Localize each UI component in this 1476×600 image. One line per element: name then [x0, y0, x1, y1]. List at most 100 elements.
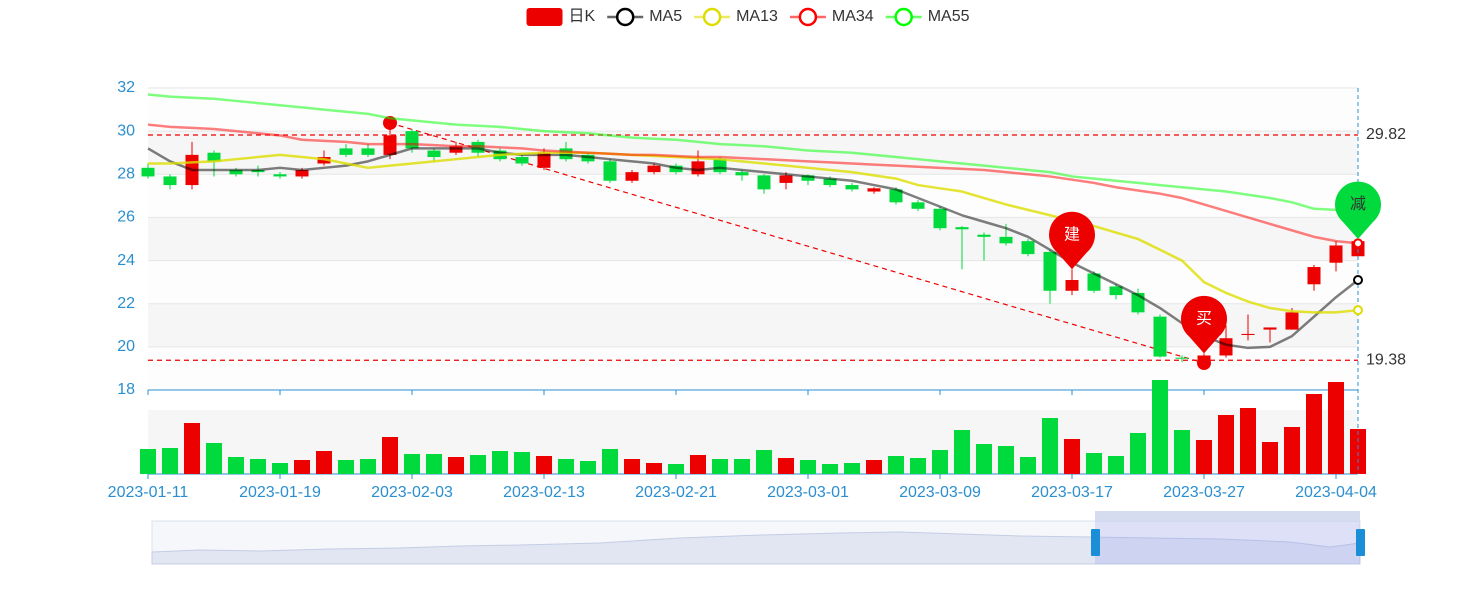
volume-bar — [250, 459, 266, 474]
candle-body — [603, 161, 617, 181]
volume-bar — [1284, 427, 1300, 474]
volume-bar — [844, 463, 860, 474]
volume-bar — [426, 454, 442, 474]
y-tick-label: 32 — [117, 79, 135, 96]
split-area — [148, 346, 1358, 390]
volume-bar — [888, 456, 904, 474]
x-tick-label: 2023-03-09 — [899, 484, 981, 501]
data-zoom[interactable] — [151, 511, 1365, 565]
zoom-handle-left[interactable] — [1091, 529, 1100, 556]
candle-body — [1109, 286, 1123, 296]
x-tick-label: 2023-03-01 — [767, 484, 849, 501]
candle-body — [845, 185, 859, 190]
candle-body — [911, 202, 925, 209]
volume-bar — [404, 454, 420, 474]
split-area — [148, 303, 1358, 347]
candle-body — [515, 157, 529, 164]
volume-bar — [492, 451, 508, 474]
candle-body — [207, 152, 221, 162]
candle-body — [163, 176, 177, 186]
y-tick-label: 20 — [117, 338, 135, 355]
legend-swatch — [526, 8, 563, 26]
annotation-pin — [1335, 181, 1382, 239]
annotation-pin — [1049, 211, 1095, 270]
candle-body — [1263, 327, 1277, 330]
candle-body — [1153, 316, 1167, 357]
candle-body — [801, 175, 815, 181]
candle-body — [999, 236, 1013, 244]
hover-point — [1353, 305, 1363, 316]
volume-bar — [690, 455, 706, 474]
volume-bar — [1152, 380, 1168, 474]
candle-body — [405, 131, 419, 149]
volume-bar — [1328, 382, 1344, 474]
y-tick-label: 22 — [117, 295, 135, 312]
candle-body — [1329, 245, 1343, 263]
volume-bar — [294, 460, 310, 474]
volume-bar — [1042, 418, 1058, 474]
ma-line — [147, 123, 1359, 245]
candle-body — [625, 172, 639, 181]
volume-bar — [1350, 429, 1366, 474]
volume-bar — [910, 458, 926, 474]
y-tick-label: 30 — [117, 122, 135, 139]
volume-bar — [360, 459, 376, 474]
candle-body — [1219, 338, 1233, 356]
candle-body — [339, 148, 353, 155]
volume-bar — [822, 464, 838, 474]
volume-bar — [514, 452, 530, 474]
x-tick-label: 2023-02-03 — [371, 484, 453, 501]
candle-body — [537, 152, 551, 168]
volume-bar — [536, 456, 552, 474]
volume-bar — [140, 449, 156, 474]
legend-label: 日K — [569, 8, 596, 25]
volume-bar — [1064, 439, 1080, 474]
candle-body — [713, 159, 727, 173]
candle-body — [1065, 279, 1079, 291]
candle-body — [295, 169, 309, 177]
legend-label: MA13 — [736, 8, 778, 25]
volume-bar — [448, 457, 464, 474]
volume-bar — [272, 463, 288, 474]
x-tick-label: 2023-04-04 — [1295, 484, 1377, 501]
candle-body — [1043, 251, 1057, 291]
y-tick-label: 18 — [117, 381, 135, 398]
zoom-window[interactable] — [1095, 521, 1360, 564]
volume-bar — [228, 457, 244, 474]
candle-body — [779, 175, 793, 183]
mark-line-label: 29.82 — [1366, 126, 1406, 143]
volume-bar — [1130, 433, 1146, 474]
zoom-move-bar[interactable] — [1095, 511, 1360, 521]
volume-bar — [646, 463, 662, 474]
hover-point — [1353, 238, 1363, 249]
volume-bar — [1108, 456, 1124, 474]
legend-label: MA34 — [832, 8, 874, 25]
candle-body — [977, 234, 991, 237]
candle-body — [229, 169, 243, 175]
candle-body — [1307, 267, 1321, 285]
split-area — [148, 174, 1358, 218]
volume-bar — [1262, 442, 1278, 474]
volume-bar — [470, 455, 486, 474]
volume-bar — [1174, 430, 1190, 474]
x-tick-label: 2023-03-27 — [1163, 484, 1245, 501]
split-area — [148, 217, 1358, 261]
zoom-handle-right[interactable] — [1356, 529, 1365, 556]
hover-point — [1353, 274, 1363, 285]
candle-body — [273, 174, 287, 177]
candle-body — [691, 161, 705, 175]
x-tick-label: 2023-01-11 — [108, 484, 189, 501]
volume-bar — [800, 460, 816, 474]
volume-bar — [1218, 415, 1234, 474]
volume-bar — [206, 443, 222, 474]
zoom-preview — [151, 531, 1361, 565]
volume-bar — [338, 460, 354, 474]
legend-symbol — [798, 7, 818, 27]
candle-body — [823, 178, 837, 186]
candle-body — [955, 227, 969, 230]
candle-body — [1285, 312, 1299, 330]
volume-bar — [756, 450, 772, 474]
volume-bar — [866, 460, 882, 474]
x-tick-label: 2023-03-17 — [1031, 484, 1113, 501]
